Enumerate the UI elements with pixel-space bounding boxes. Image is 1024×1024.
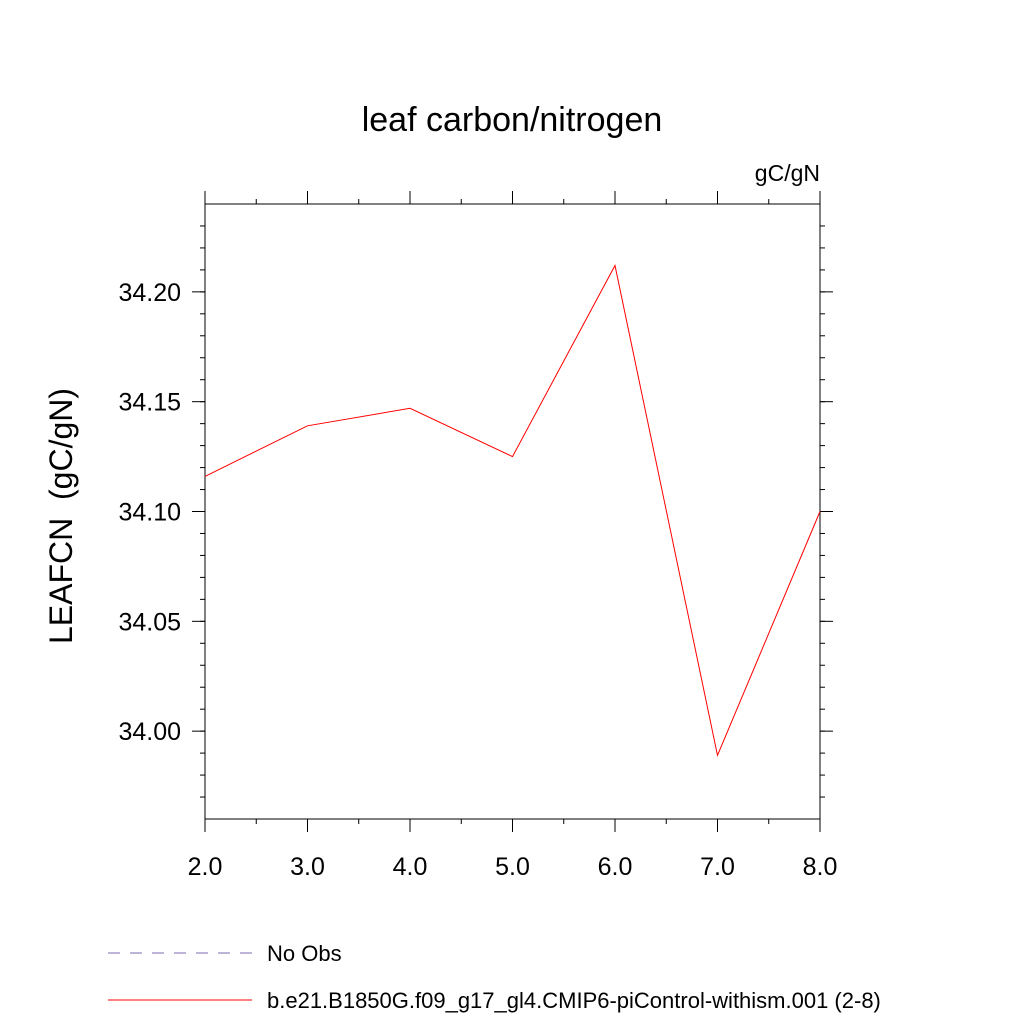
units-label: gC/gN [755,160,820,186]
y-axis-tick-labels: 34.00 34.05 34.10 34.15 34.20 [118,279,181,746]
x-axis-tick-labels: 2.0 3.0 4.0 5.0 6.0 7.0 8.0 [188,853,838,881]
plot-frame [204,203,821,820]
y-tick-label: 34.10 [118,499,181,527]
x-tick-label: 8.0 [803,853,838,881]
legend-label: No Obs [267,941,342,966]
series-layer [204,264,821,757]
y-tick-label: 34.00 [118,718,181,746]
x-tick-label: 4.0 [393,853,428,881]
x-tick-label: 2.0 [188,853,223,881]
chart-title: leaf carbon/nitrogen [362,101,663,139]
x-tick-label: 3.0 [290,853,325,881]
y-tick-label: 34.20 [118,279,181,307]
x-tick-label: 5.0 [495,853,530,881]
x-tick-label: 7.0 [700,853,735,881]
x-axis-ticks [204,191,821,832]
y-axis-label: LEAFCN (gC/gN) [43,388,79,644]
series-line [204,264,821,757]
legend-label: b.e21.B1850G.f09_g17_gl4.CMIP6-piControl… [267,988,881,1013]
legend: No Obs b.e21.B1850G.f09_g17_gl4.CMIP6-piC… [108,941,881,1013]
x-tick-label: 6.0 [598,853,633,881]
y-tick-label: 34.05 [118,608,181,636]
y-axis-ticks [192,225,833,798]
y-tick-label: 34.15 [118,389,181,417]
